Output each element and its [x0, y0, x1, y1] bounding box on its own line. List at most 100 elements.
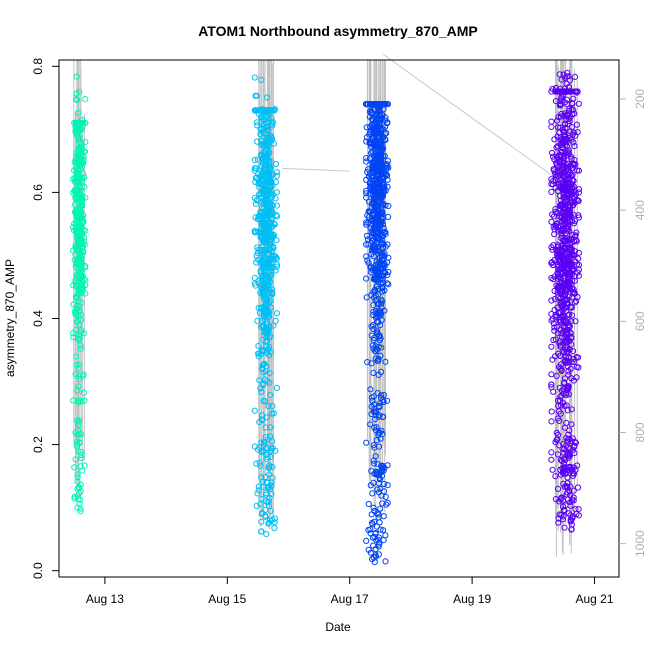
- data-point: [260, 197, 267, 204]
- data-point: [381, 184, 388, 191]
- data-point: [554, 397, 562, 404]
- data-point: [551, 324, 558, 331]
- data-point: [574, 167, 581, 174]
- data-point: [73, 223, 80, 230]
- data-point: [570, 251, 577, 258]
- data-point: [556, 363, 563, 370]
- data-point: [370, 479, 377, 486]
- data-point: [560, 390, 567, 397]
- data-point: [76, 335, 83, 342]
- data-point: [384, 499, 391, 506]
- data-point: [564, 300, 571, 307]
- data-point: [369, 187, 376, 194]
- data-point: [378, 368, 385, 375]
- data-point: [74, 387, 81, 394]
- data-point: [571, 143, 578, 150]
- data-point: [573, 89, 581, 96]
- grey-connector-line: [282, 167, 350, 172]
- data-point: [78, 311, 85, 318]
- data-point: [254, 317, 261, 324]
- data-point: [554, 124, 562, 131]
- data-point: [80, 330, 88, 337]
- data-point: [375, 267, 382, 275]
- data-point: [554, 133, 561, 140]
- data-point: [369, 490, 376, 497]
- x-axis: Aug 13 Aug 15 Aug 17 Aug 19 Aug 21: [86, 577, 614, 606]
- data-point: [568, 271, 575, 278]
- data-point: [261, 140, 268, 147]
- data-point: [253, 502, 260, 509]
- data-point: [549, 246, 556, 253]
- data-point: [561, 236, 568, 243]
- data-point: [261, 327, 268, 334]
- data-point: [378, 239, 385, 247]
- data-point: [375, 161, 382, 168]
- data-point: [259, 348, 266, 355]
- data-point: [555, 519, 562, 526]
- data-point: [79, 373, 87, 380]
- data-point: [369, 115, 376, 123]
- data-point: [74, 318, 81, 325]
- data-point: [251, 407, 258, 414]
- data-point: [256, 377, 263, 384]
- data-point: [557, 124, 564, 131]
- data-point: [560, 71, 567, 78]
- data-point: [251, 194, 258, 201]
- data-point: [375, 551, 382, 558]
- data-point: [80, 219, 87, 226]
- data-point: [258, 76, 265, 84]
- data-point: [567, 240, 574, 247]
- data-point: [259, 478, 266, 485]
- data-point: [265, 502, 272, 509]
- data-point: [73, 149, 80, 156]
- data-point: [363, 176, 370, 183]
- data-point: [79, 467, 86, 474]
- data-point: [573, 298, 580, 305]
- data-point: [366, 155, 374, 162]
- data-point: [258, 204, 266, 211]
- data-point: [566, 115, 573, 122]
- data-point: [258, 187, 265, 195]
- data-point: [77, 150, 85, 157]
- x-tick-label: Aug 13: [86, 592, 124, 606]
- data-point: [372, 142, 379, 149]
- data-point: [367, 269, 375, 276]
- data-point: [382, 493, 389, 500]
- data-point: [263, 333, 270, 340]
- data-point: [568, 304, 575, 311]
- data-point: [81, 462, 88, 469]
- data-point: [266, 370, 273, 377]
- data-point: [372, 297, 379, 304]
- data-point: [567, 113, 574, 120]
- data-point: [559, 399, 567, 406]
- data-point: [75, 246, 82, 253]
- data-point: [570, 95, 577, 102]
- data-point: [267, 433, 274, 440]
- data-point: [258, 439, 265, 446]
- data-point: [269, 410, 276, 417]
- data-point: [75, 399, 82, 406]
- data-point: [255, 487, 262, 494]
- data-point: [82, 290, 89, 297]
- data-point: [571, 248, 579, 255]
- data-point: [566, 77, 574, 84]
- data-point: [571, 252, 578, 259]
- data-point: [557, 227, 564, 234]
- data-point: [550, 153, 557, 160]
- data-point: [374, 330, 381, 337]
- data-point: [559, 138, 566, 145]
- data-point: [569, 191, 576, 198]
- data-point: [363, 194, 370, 201]
- data-point: [557, 251, 564, 258]
- data-point: [259, 510, 266, 517]
- data-point: [273, 263, 280, 270]
- data-point: [365, 259, 372, 266]
- data-point: [72, 195, 79, 202]
- data-point: [77, 224, 84, 231]
- data-point: [556, 442, 563, 449]
- data-point: [554, 431, 562, 438]
- data-point: [558, 287, 565, 294]
- x-tick-label: Aug 15: [208, 592, 246, 606]
- data-point: [558, 279, 565, 286]
